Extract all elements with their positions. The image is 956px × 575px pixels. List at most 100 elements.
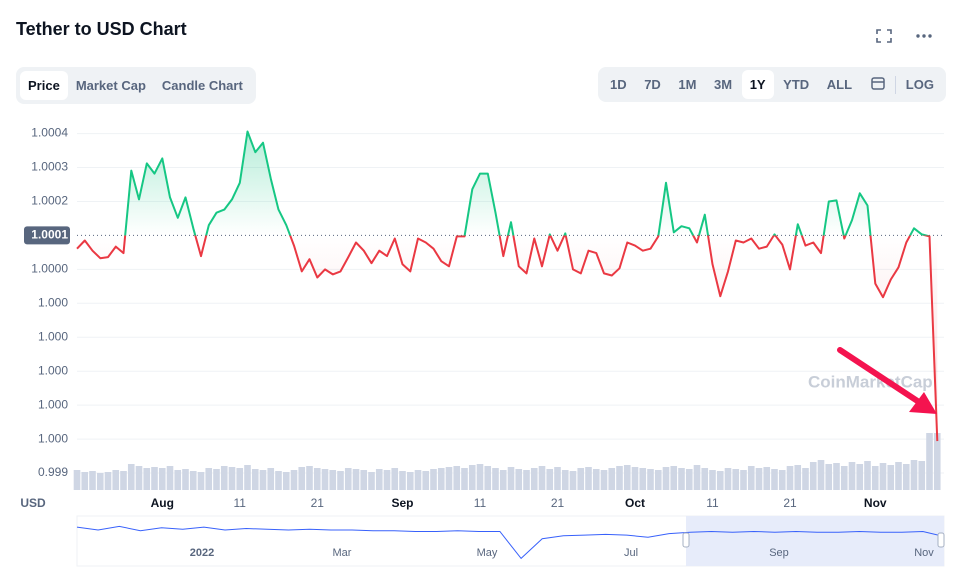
volume-bar (499, 470, 507, 490)
volume-bar (461, 468, 468, 490)
volume-bar (895, 462, 902, 490)
volume-bar (685, 469, 693, 490)
volume-bar (933, 433, 941, 490)
volume-bar (81, 472, 89, 490)
range-button[interactable]: YTD (783, 77, 810, 92)
volume-bar (89, 471, 96, 490)
volume-bar (492, 468, 499, 490)
separator (895, 75, 897, 94)
volume-bar (135, 466, 143, 490)
volume-bar (453, 466, 461, 490)
y-tick-label: 1.000 (38, 295, 68, 309)
chart-tab[interactable]: Price (20, 71, 68, 100)
range-button[interactable]: 1M (678, 77, 697, 92)
more-icon[interactable] (916, 34, 932, 38)
navigator-label: Nov (914, 547, 934, 559)
calendar-button[interactable] (862, 68, 894, 101)
tab-group: Price Market Cap Candle Chart (16, 67, 256, 104)
volume-bar (523, 470, 530, 490)
range-button[interactable]: 1D (610, 77, 627, 92)
volume-bar (600, 470, 608, 490)
volume-bar (120, 471, 127, 490)
volume-bar (732, 469, 740, 490)
volume-bar (554, 467, 561, 490)
y-tick-label: 1.000 (38, 431, 68, 445)
y-tick-label: 1.000 (38, 397, 68, 411)
volume-bar (383, 470, 391, 490)
volume-bar (546, 469, 554, 490)
volume-bar (182, 469, 189, 490)
range-group: 1D 7D 1M 3M 1Y YTD ALL LOG (598, 67, 946, 102)
chart-tab[interactable]: Candle Chart (161, 78, 243, 93)
chart-tab[interactable]: Market Cap (75, 78, 146, 93)
y-tick-label: 1.000 (38, 363, 68, 377)
navigator-handle[interactable] (682, 532, 690, 548)
range-button[interactable]: ALL (826, 77, 853, 92)
volume-bar (375, 469, 383, 490)
fullscreen-icon[interactable] (876, 29, 892, 43)
volume-bar (337, 471, 344, 490)
navigator-line (76, 525, 945, 560)
navigator-label: 2022 (190, 547, 214, 559)
volume-bar (468, 465, 476, 490)
x-tick-label: Nov (864, 496, 887, 510)
volume-bar (174, 470, 182, 490)
volume-bar (313, 468, 321, 490)
volume-bar (430, 469, 437, 490)
volume-bar (879, 463, 887, 490)
volume-bar (577, 468, 585, 490)
volume-bar (445, 467, 453, 490)
volume-bar (585, 467, 592, 490)
x-tick-label: Aug (151, 496, 174, 510)
volume-bar (228, 467, 236, 490)
volume-bar (918, 461, 926, 490)
volume-bar (856, 464, 864, 490)
volume-bar (306, 466, 313, 490)
volume-bar (802, 468, 809, 490)
volume-bar (399, 471, 406, 490)
volume-bar (158, 468, 166, 490)
price-line (76, 130, 939, 442)
volume-bar (530, 468, 538, 490)
range-button[interactable]: 1Y (741, 70, 774, 99)
y-tick-label: 1.0001 (31, 228, 68, 242)
volume-bar (778, 470, 786, 490)
volume-bar (96, 473, 104, 490)
volume-bar (569, 471, 577, 490)
log-button[interactable]: LOG (905, 77, 934, 92)
volume-bar (236, 468, 244, 490)
range-button[interactable]: 7D (644, 77, 661, 92)
navigator-selection[interactable] (686, 516, 944, 566)
volume-bar (267, 468, 275, 490)
volume-bar (678, 468, 685, 490)
x-tick-label: Sep (391, 496, 413, 510)
watermark: CoinMarketCap (808, 372, 933, 391)
volume-bar (166, 466, 174, 490)
volume-bar (910, 460, 918, 490)
volume-bar (771, 469, 778, 490)
volume-bar (329, 470, 337, 490)
y-tick-label: 1.0004 (31, 126, 68, 140)
volume-bar (352, 469, 360, 490)
volume-bar (298, 467, 306, 490)
volume-bar (887, 465, 895, 490)
navigator-label: May (477, 547, 498, 559)
volume-bar (282, 472, 290, 490)
volume-bar (259, 470, 267, 490)
volume-bar (205, 468, 213, 490)
volume-bar (786, 466, 794, 490)
range-button[interactable]: 3M (714, 77, 733, 92)
navigator-handle[interactable] (937, 532, 945, 548)
x-tick-label: 11 (706, 496, 719, 510)
volume-bar (112, 470, 120, 490)
title: Tether to USD Chart (16, 19, 187, 39)
volume-bar (321, 469, 329, 490)
volume-bar (476, 464, 484, 490)
volume-bar (848, 462, 856, 490)
volume-bar (104, 472, 112, 490)
volume-bar (406, 472, 414, 490)
volume-bar (220, 466, 228, 490)
x-tick-label: 11 (474, 496, 487, 510)
volume-bar (592, 469, 600, 490)
